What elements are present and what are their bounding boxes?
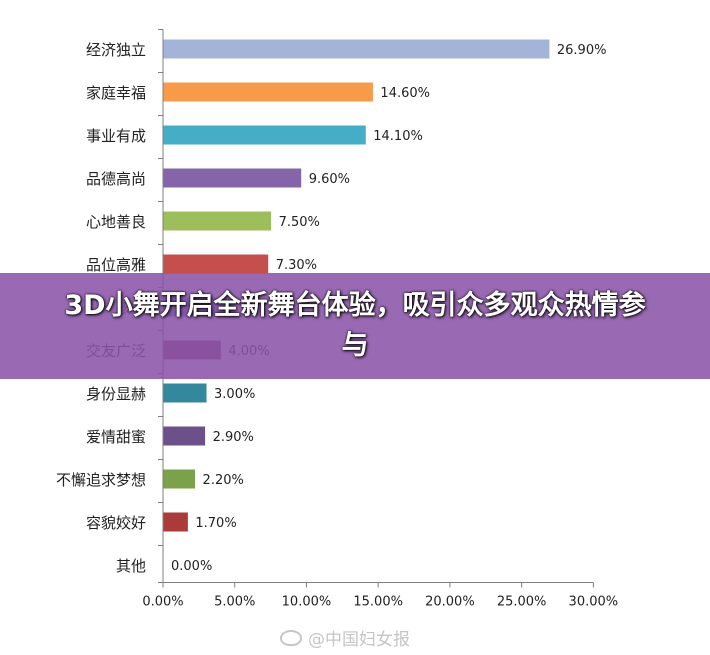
bar: [163, 125, 366, 145]
category-label: 经济独立: [86, 41, 146, 59]
value-label: 2.20%: [203, 473, 244, 488]
bar: [163, 469, 196, 489]
x-tick-label: 0.00%: [142, 595, 183, 610]
x-tick-label: 25.00%: [497, 595, 547, 610]
bar: [163, 39, 550, 59]
category-label: 品德高尚: [86, 170, 146, 188]
x-tick-label: 5.00%: [214, 595, 255, 610]
category-label: 事业有成: [86, 127, 146, 145]
x-tick-label: 10.00%: [282, 595, 332, 610]
headline-text: 3D小舞开启全新舞台体验，吸引众多观众热情参与: [64, 290, 646, 361]
value-labels: 26.90%14.60%14.10%9.60%7.50%7.30%4.00%3.…: [171, 43, 606, 574]
value-label: 9.60%: [309, 172, 350, 187]
category-label: 家庭幸福: [86, 84, 146, 102]
category-label: 心地善良: [86, 213, 146, 231]
category-label: 品位高雅: [86, 256, 146, 274]
value-label: 26.90%: [557, 43, 607, 58]
value-label: 1.70%: [195, 516, 236, 531]
x-tick-label: 30.00%: [569, 595, 619, 610]
chart-bars: [163, 39, 550, 532]
bar: [163, 512, 188, 532]
x-tick-label: 20.00%: [425, 595, 475, 610]
value-label: 3.00%: [214, 387, 255, 402]
bar: [163, 254, 269, 274]
watermark: @中国妇女报: [280, 625, 410, 650]
weibo-icon: [280, 629, 302, 646]
watermark-text: @中国妇女报: [308, 630, 410, 650]
value-label: 14.10%: [373, 129, 423, 144]
value-label: 7.50%: [279, 215, 320, 230]
category-label: 其他: [116, 557, 146, 575]
value-label: 0.00%: [171, 559, 212, 574]
headline-banner: 3D小舞开启全新舞台体验，吸引众多观众热情参与: [0, 273, 710, 379]
bar: [163, 383, 207, 403]
category-label: 不懈追求梦想: [56, 471, 146, 489]
value-label: 7.30%: [276, 258, 317, 273]
bar: [163, 82, 373, 102]
value-label: 14.60%: [380, 86, 430, 101]
category-label: 身份显赫: [86, 385, 146, 403]
bar: [163, 426, 206, 446]
bar: [163, 168, 302, 188]
bar: [163, 211, 272, 231]
category-label: 容貌姣好: [86, 514, 146, 532]
x-tick-label: 15.00%: [353, 595, 403, 610]
category-label: 爱情甜蜜: [86, 428, 146, 446]
value-label: 2.90%: [213, 430, 254, 445]
x-tick-labels: 0.00% 5.00% 10.00% 15.00% 20.00% 25.00% 30.00%: [142, 595, 618, 610]
